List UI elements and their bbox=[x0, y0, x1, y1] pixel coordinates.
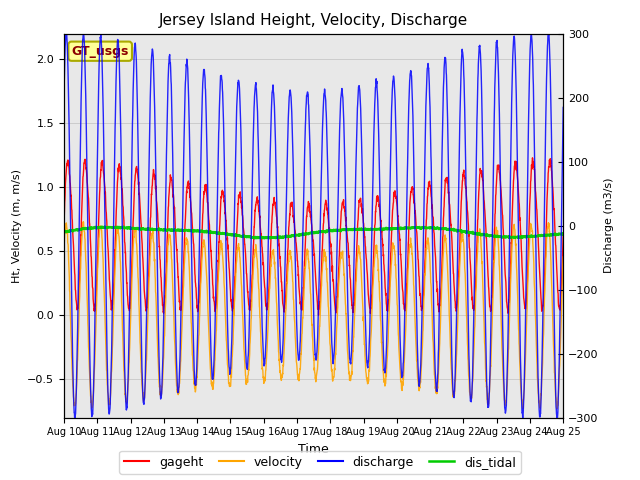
Text: GT_usgs: GT_usgs bbox=[72, 45, 129, 58]
Y-axis label: Discharge (m3/s): Discharge (m3/s) bbox=[604, 178, 614, 273]
Title: Jersey Island Height, Velocity, Discharge: Jersey Island Height, Velocity, Discharg… bbox=[159, 13, 468, 28]
Y-axis label: Ht, Velocity (m, m/s): Ht, Velocity (m, m/s) bbox=[12, 168, 22, 283]
X-axis label: Time: Time bbox=[298, 443, 329, 456]
Legend: gageht, velocity, discharge, dis_tidal: gageht, velocity, discharge, dis_tidal bbox=[119, 451, 521, 474]
